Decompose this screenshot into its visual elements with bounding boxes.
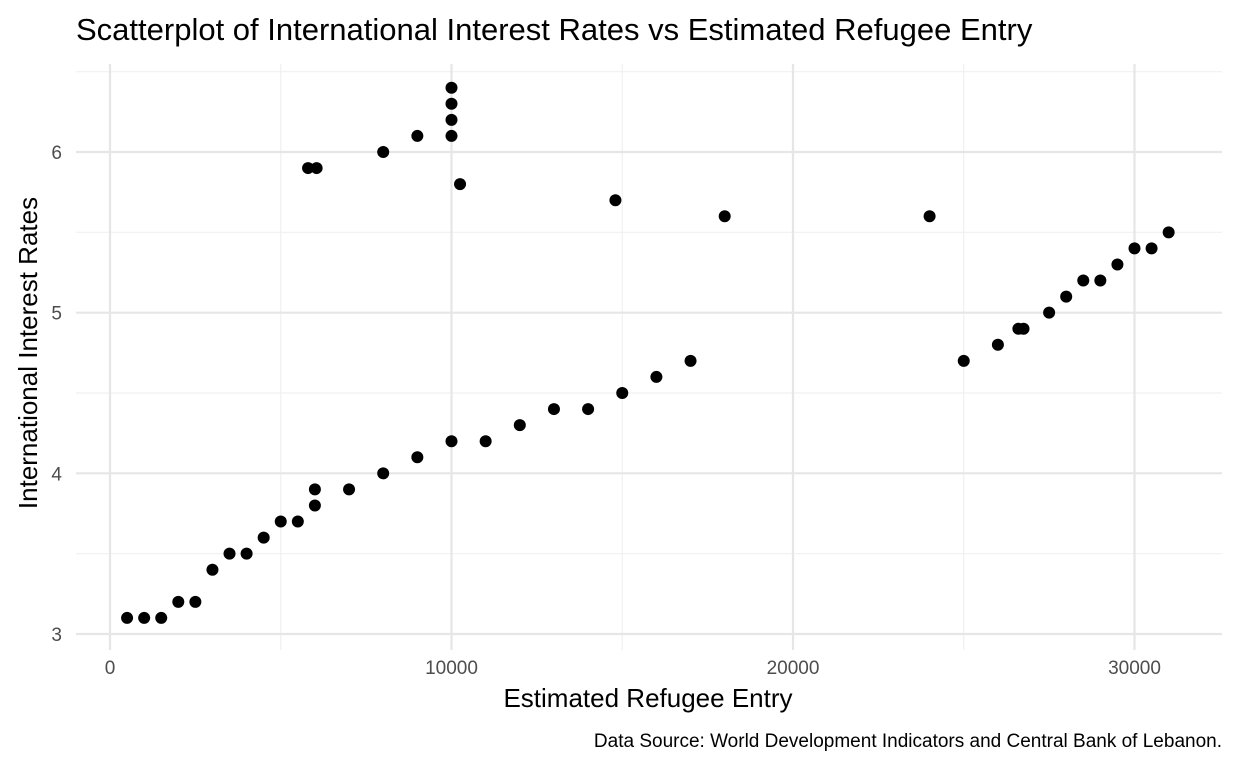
- data-point: [302, 162, 315, 175]
- y-tick-label: 4: [51, 464, 62, 485]
- data-point: [609, 194, 622, 207]
- data-point: [138, 611, 151, 624]
- x-axis-ticks: 0 10000 20000 30000: [105, 658, 1161, 679]
- data-point: [445, 113, 458, 126]
- data-point: [991, 338, 1004, 351]
- data-point: [240, 547, 253, 560]
- data-point: [274, 515, 287, 528]
- y-axis-label: International Interest Rates: [13, 197, 43, 509]
- data-point: [155, 611, 168, 624]
- data-point: [1162, 226, 1175, 239]
- data-point: [1017, 322, 1030, 335]
- data-point: [454, 178, 467, 191]
- data-point: [308, 483, 321, 496]
- data-point: [445, 129, 458, 142]
- data-point: [513, 419, 526, 432]
- y-tick-label: 3: [51, 625, 62, 646]
- data-point: [377, 146, 390, 158]
- chart-title: Scatterplot of International Interest Ra…: [76, 12, 1033, 47]
- data-point: [377, 467, 390, 480]
- y-tick-label: 5: [51, 304, 62, 325]
- data-point: [718, 210, 731, 223]
- data-point: [206, 563, 219, 576]
- data-point: [1145, 242, 1158, 255]
- data-point: [684, 354, 697, 367]
- data-point: [189, 595, 202, 608]
- y-tick-label: 6: [51, 143, 62, 164]
- data-point: [1060, 290, 1073, 303]
- data-point: [650, 370, 663, 383]
- plot-grid: [76, 64, 1222, 650]
- y-axis-ticks: 3 4 5 6: [51, 143, 62, 646]
- data-point: [1077, 274, 1090, 287]
- data-point: [957, 354, 970, 367]
- data-point: [479, 435, 492, 448]
- data-points: [121, 81, 1175, 624]
- x-tick-label: 0: [105, 658, 116, 679]
- data-point: [291, 515, 304, 528]
- data-point: [547, 403, 560, 416]
- data-point: [121, 611, 134, 624]
- data-point: [1094, 274, 1107, 287]
- data-point: [172, 595, 185, 608]
- data-point: [445, 81, 458, 94]
- data-point: [923, 210, 936, 223]
- data-point: [310, 162, 323, 175]
- data-point: [257, 531, 270, 544]
- data-point: [582, 403, 595, 416]
- x-tick-label: 30000: [1108, 658, 1161, 679]
- data-source-caption: Data Source: World Development Indicator…: [594, 731, 1222, 752]
- data-point: [1043, 306, 1056, 319]
- data-point: [411, 129, 424, 142]
- data-point: [411, 451, 424, 464]
- x-axis-label: Estimated Refugee Entry: [503, 683, 792, 713]
- data-point: [343, 483, 356, 496]
- x-tick-label: 20000: [767, 658, 820, 679]
- data-point: [1128, 242, 1141, 255]
- data-point: [445, 97, 458, 110]
- data-point: [445, 435, 458, 448]
- data-point: [223, 547, 236, 560]
- data-point: [1111, 258, 1124, 271]
- data-point: [616, 387, 629, 399]
- x-tick-label: 10000: [425, 658, 478, 679]
- data-point: [308, 499, 321, 512]
